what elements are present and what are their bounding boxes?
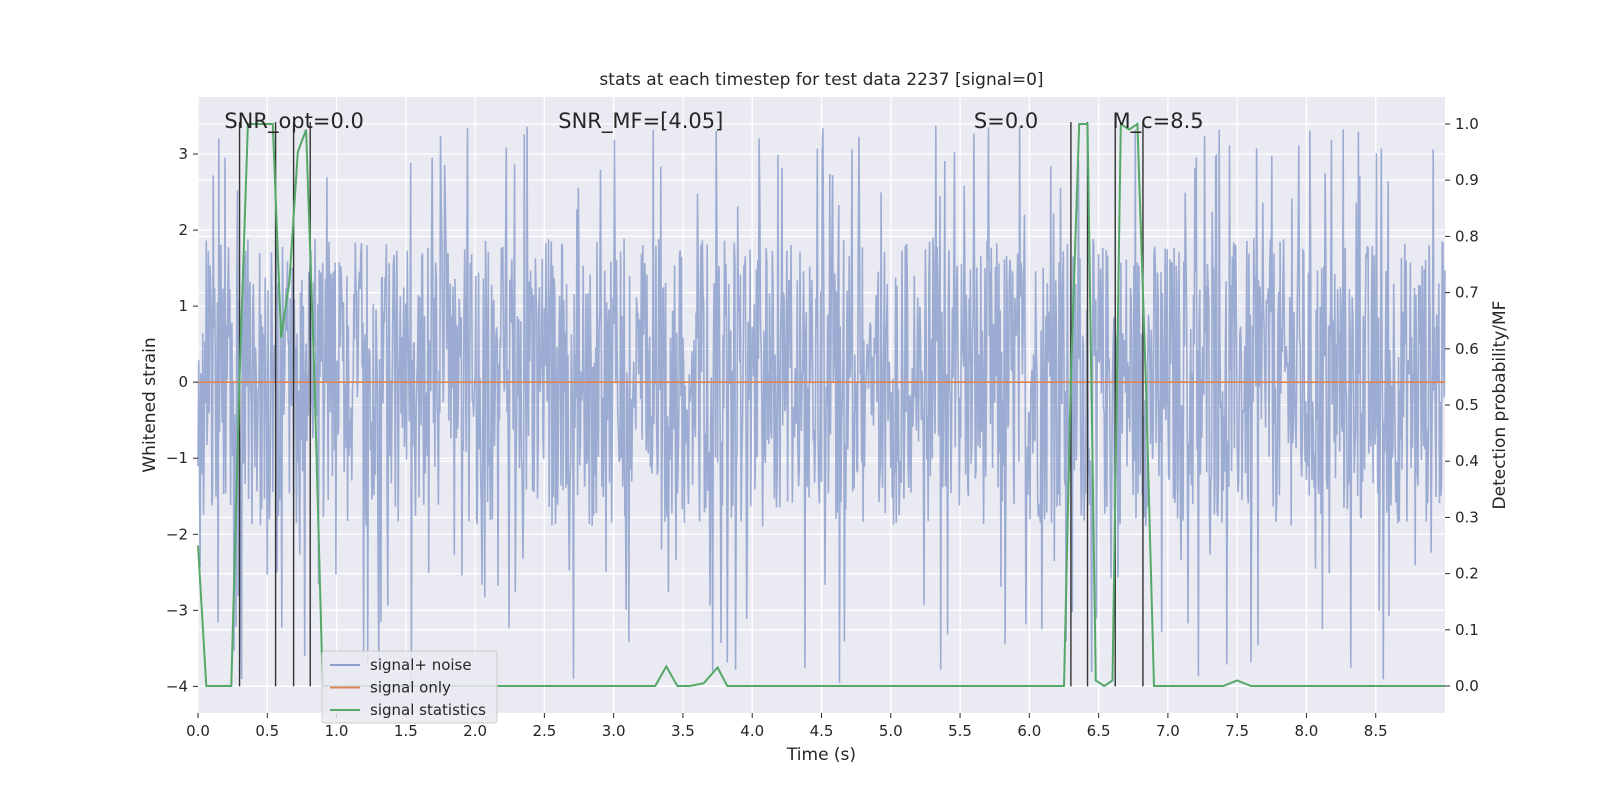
- series-signal-statistics: [197, 122, 1445, 688]
- y-tick-label: 3: [178, 145, 188, 163]
- y2-tick-label: 1.0: [1455, 115, 1479, 133]
- y2-tick-label: 0.8: [1455, 227, 1479, 245]
- y-axis-label: Whitened strain: [140, 337, 160, 472]
- x-tick-label: 8.5: [1364, 722, 1388, 740]
- x-tick-label: 6.0: [1017, 722, 1041, 740]
- annotation-text: S=0.0: [974, 109, 1038, 133]
- series-signal-noise: [197, 125, 1446, 686]
- x-tick-label: 4.5: [810, 722, 834, 740]
- y-tick-label: 0: [178, 373, 188, 391]
- x-axis-label: Time (s): [786, 745, 856, 765]
- series-line-signal-statistics: [197, 122, 1445, 688]
- x-tick-label: 2.0: [463, 722, 487, 740]
- y-tick-label: −3: [166, 601, 188, 619]
- legend-label: signal statistics: [370, 701, 486, 719]
- x-tick-label: 1.5: [394, 722, 418, 740]
- y2-tick-label: 0.0: [1455, 677, 1479, 695]
- annotation-text: SNR_opt=0.0: [224, 109, 364, 134]
- annotations: SNR_opt=0.0 SNR_MF=[4.05] S=0.0 M_c=8.5: [224, 109, 1203, 134]
- legend-label: signal only: [370, 679, 451, 697]
- x-tick-label: 2.5: [532, 722, 556, 740]
- y2-tick-label: 0.3: [1455, 508, 1479, 526]
- chart-title: stats at each timestep for test data 223…: [599, 70, 1043, 90]
- y2-axis-label: Detection probability/MF: [1490, 301, 1510, 510]
- y2-axis-ticks: 0.0 0.1 0.2 0.3 0.4 0.5 0.6 0.7 0.8 0.9 1.0: [1445, 115, 1479, 695]
- x-tick-label: 5.5: [948, 722, 972, 740]
- x-tick-label: 0.0: [186, 722, 210, 740]
- y2-tick-label: 0.9: [1455, 171, 1479, 189]
- x-tick-label: 3.0: [602, 722, 626, 740]
- y2-tick-label: 0.6: [1455, 340, 1479, 358]
- y-axis-ticks: −4 −3 −2 −1 0 1 2 3: [166, 145, 198, 695]
- y-tick-label: −4: [166, 677, 188, 695]
- y2-tick-label: 0.4: [1455, 452, 1479, 470]
- y2-tick-label: 0.7: [1455, 284, 1479, 302]
- x-tick-label: 0.5: [255, 722, 279, 740]
- x-tick-label: 5.0: [879, 722, 903, 740]
- y2-tick-label: 0.2: [1455, 565, 1479, 583]
- x-tick-label: 3.5: [671, 722, 695, 740]
- y-tick-label: 1: [178, 297, 188, 315]
- x-tick-label: 7.5: [1225, 722, 1249, 740]
- y2-tick-label: 0.1: [1455, 621, 1479, 639]
- x-tick-label: 6.5: [1087, 722, 1111, 740]
- x-tick-label: 4.0: [740, 722, 764, 740]
- y-tick-label: −1: [166, 449, 188, 467]
- legend-box: [321, 650, 498, 724]
- x-tick-label: 8.0: [1295, 722, 1319, 740]
- y2-tick-label: 0.5: [1455, 396, 1479, 414]
- x-axis-ticks: 0.0 0.5 1.0 1.5 2.0 2.5 3.0 3.5 4.0 4.5 5.0 5.5 6.0 6…: [186, 713, 1388, 740]
- x-tick-label: 7.0: [1156, 722, 1180, 740]
- legend-label: signal+ noise: [370, 656, 472, 674]
- annotation-text: SNR_MF=[4.05]: [558, 109, 723, 134]
- annotation-text: M_c=8.5: [1112, 109, 1203, 134]
- legend: signal+ noise signal only signal statistic…: [321, 650, 498, 724]
- y-tick-label: −2: [166, 525, 188, 543]
- x-tick-label: 1.0: [325, 722, 349, 740]
- y-tick-label: 2: [178, 221, 188, 239]
- series-line-signal-noise: [197, 125, 1446, 686]
